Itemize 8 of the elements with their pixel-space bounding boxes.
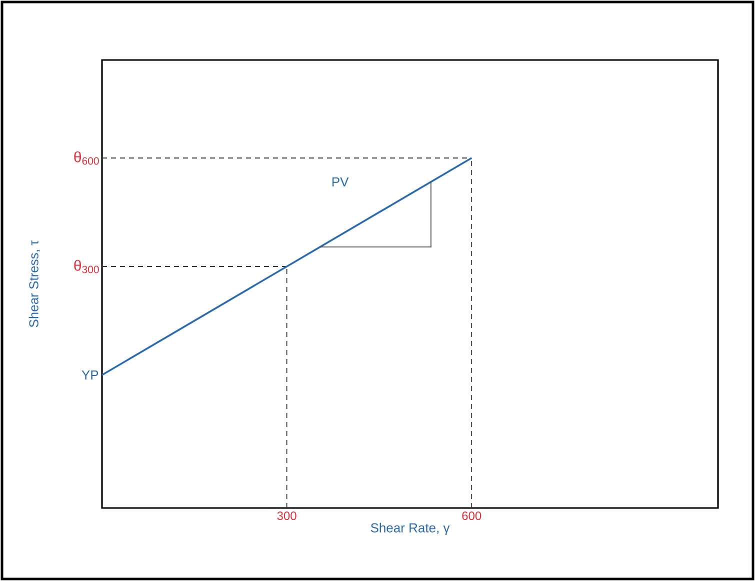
x-axis-title: Shear Rate, γ xyxy=(370,522,450,536)
ref-line-label: θ$_{600}$ xyxy=(74,151,99,165)
annotation: PV xyxy=(332,177,349,186)
ref-line-label: θ$_{300}$ xyxy=(74,260,99,274)
annotation: YP xyxy=(82,370,98,380)
x-tick-label: 600 xyxy=(462,512,482,520)
x-tick-label: 300 xyxy=(277,512,296,520)
y-axis-title: Shear Stress, τ xyxy=(28,240,40,328)
